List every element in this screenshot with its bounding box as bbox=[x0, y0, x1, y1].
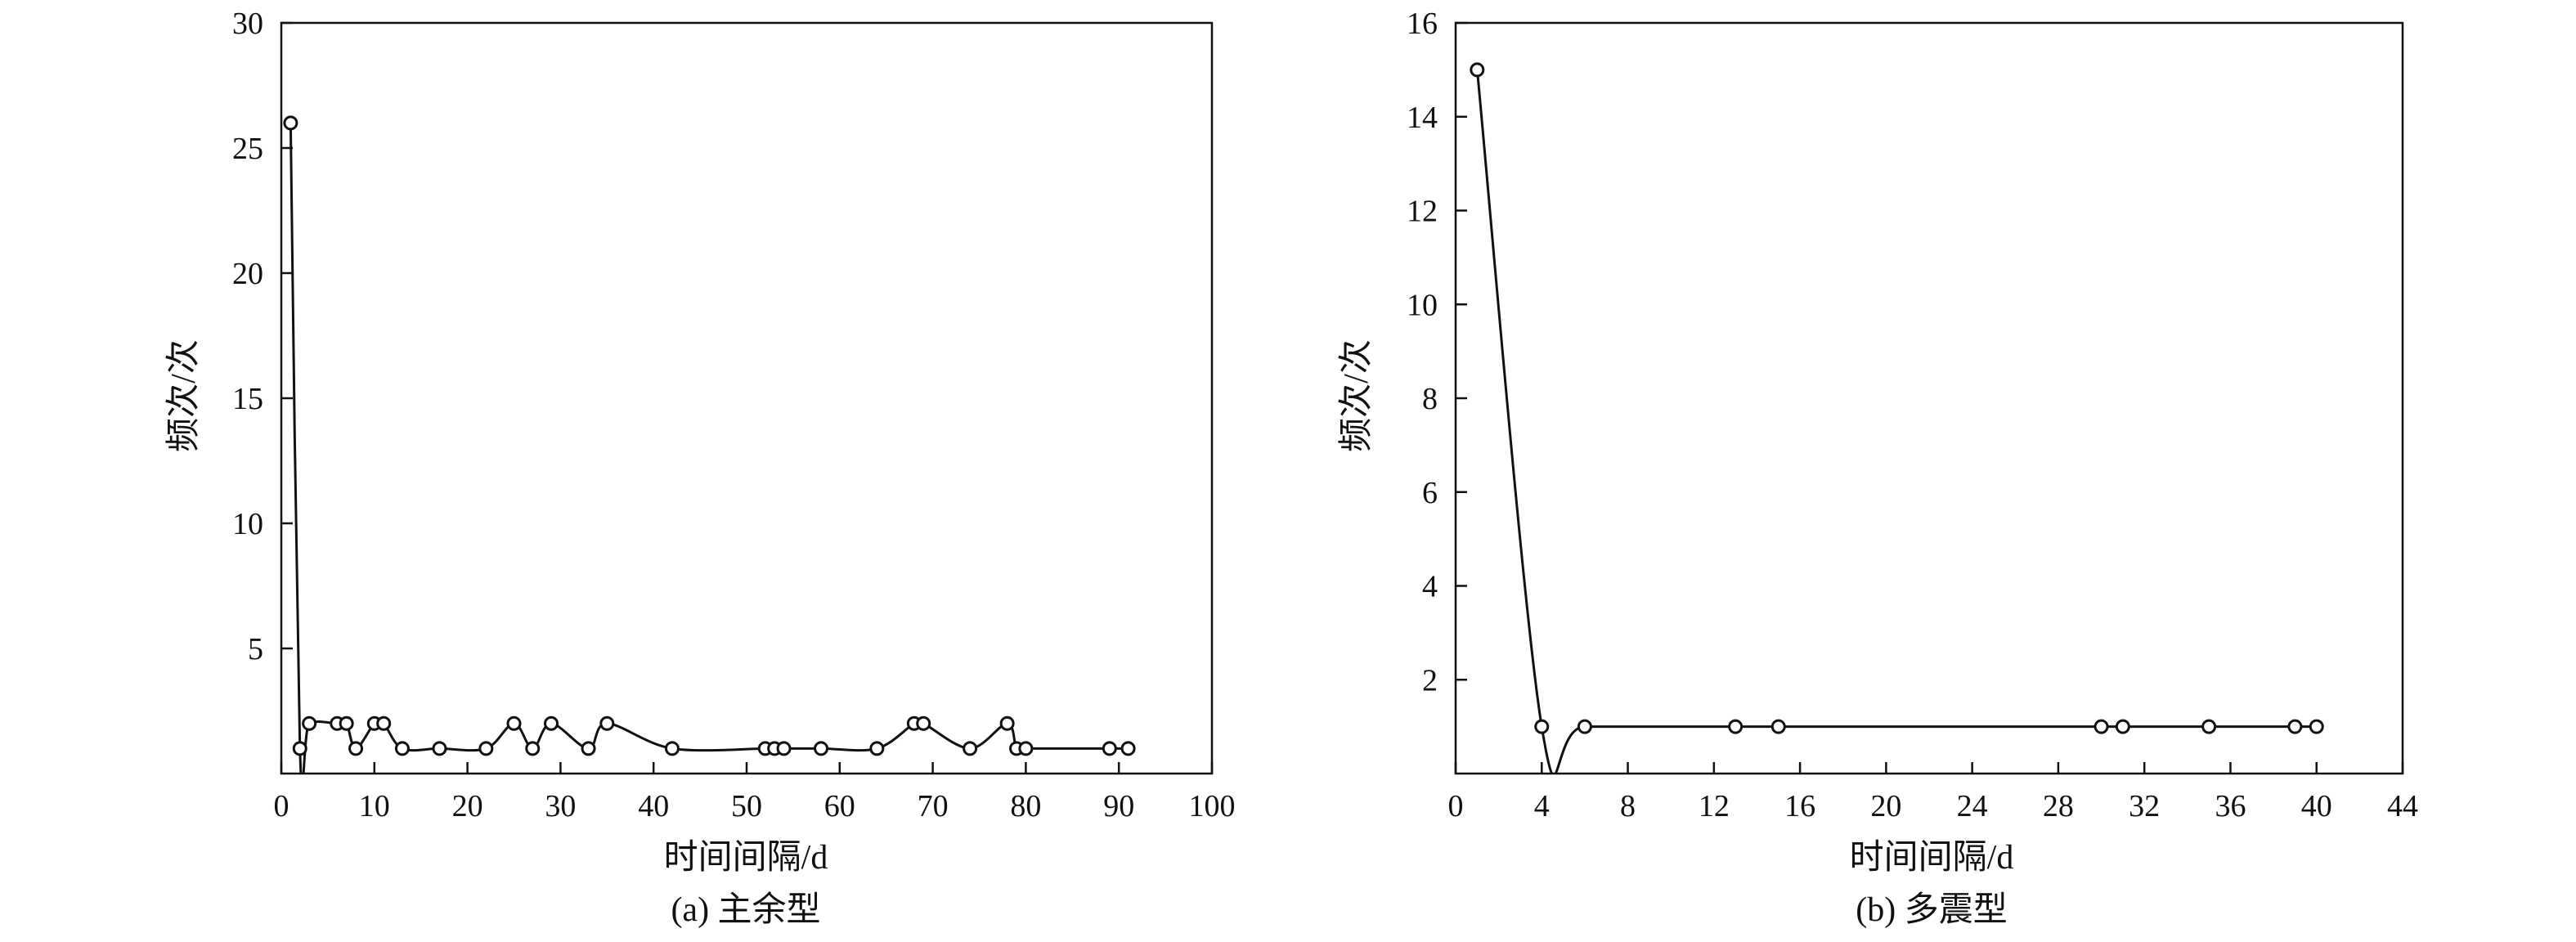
chart-b-caption: (b) 多震型 bbox=[1856, 891, 2007, 929]
chart-a-y-tick-label: 5 bbox=[248, 632, 263, 666]
chart-a-x-tick-label: 0 bbox=[274, 789, 289, 823]
chart-a-data-point bbox=[999, 715, 1015, 731]
chart-a-data-point bbox=[869, 741, 885, 756]
chart-a-data-point bbox=[1018, 741, 1034, 756]
chart-b-x-tick-label: 16 bbox=[1784, 789, 1815, 823]
chart-a-data-point bbox=[664, 741, 680, 756]
chart-a-data-point bbox=[916, 715, 931, 731]
chart-a-data-point bbox=[544, 715, 559, 731]
chart-b-x-tick-label: 4 bbox=[1534, 789, 1550, 823]
chart-b: 频次/次 时间间隔/d (b) 多震型 0 4 8 12 16 20 24 28 32 36 40 4… bbox=[1338, 7, 2418, 929]
chart-a-data-point bbox=[963, 741, 978, 756]
chart-a-caption: (a) 主余型 bbox=[671, 890, 820, 929]
chart-b-data-point bbox=[2287, 719, 2303, 734]
chart-a-data-point bbox=[581, 741, 596, 756]
chart-a-xlabel: 时间间隔/d bbox=[664, 839, 828, 877]
chart-b-x-tick-label: 40 bbox=[2301, 789, 2332, 823]
chart-b-y-tick-label: 14 bbox=[1407, 101, 1438, 135]
chart-a-x-tick-label: 20 bbox=[452, 789, 483, 823]
chart-b-x-tick-label: 44 bbox=[2387, 789, 2418, 823]
chart-b-y-tick-label: 16 bbox=[1407, 7, 1438, 41]
chart-a-data-point bbox=[376, 715, 392, 731]
chart-a-x-tick-label: 70 bbox=[918, 789, 949, 823]
chart-a-data-point bbox=[776, 741, 792, 756]
chart-a-data-point bbox=[292, 741, 307, 756]
chart-a-data-point bbox=[339, 715, 354, 731]
chart-a-y-tick-label: 20 bbox=[232, 257, 263, 291]
chart-a-x-tick-label: 50 bbox=[731, 789, 762, 823]
chart-a-data-point bbox=[1102, 741, 1117, 756]
chart-b-data-point bbox=[1534, 719, 1550, 734]
chart-b-series-line bbox=[1475, 70, 2317, 774]
chart-a-y-tick-label: 25 bbox=[232, 132, 263, 166]
chart-b-x-tick-label: 8 bbox=[1620, 789, 1636, 823]
chart-b-y-tick-label: 12 bbox=[1407, 195, 1438, 229]
chart-b-x-tick-label: 12 bbox=[1699, 789, 1730, 823]
chart-b-data-point bbox=[2309, 719, 2324, 734]
chart-b-x-tick-label: 20 bbox=[1870, 789, 1901, 823]
chart-a-y-tick-label: 30 bbox=[232, 7, 263, 41]
chart-a-data-point bbox=[394, 741, 410, 756]
chart-a-data-point bbox=[432, 741, 447, 756]
chart-a-data-point bbox=[478, 741, 494, 756]
chart-b-y-tick-label: 2 bbox=[1422, 663, 1438, 698]
chart-a-y-tick-label: 10 bbox=[232, 507, 263, 541]
chart-b-x-tick-label: 24 bbox=[1957, 789, 1988, 823]
chart-b-x-tick-label: 28 bbox=[2043, 789, 2074, 823]
chart-b-ylabel: 频次/次 bbox=[1338, 339, 1376, 452]
chart-b-xlabel: 时间间隔/d bbox=[1850, 839, 2014, 877]
chart-b-y-tick-label: 6 bbox=[1422, 476, 1438, 510]
chart-a-plot-frame bbox=[280, 21, 1214, 775]
chart-b-x-tick-label: 36 bbox=[2215, 789, 2246, 823]
chart-b-data-point bbox=[2094, 719, 2109, 734]
chart-a-x-tick-label: 80 bbox=[1010, 789, 1041, 823]
chart-a: 频次/次 时间间隔/d (a) 主余型 0 10 20 30 40 50 60 70 80 90 1… bbox=[165, 7, 1236, 929]
chart-a-data-point bbox=[302, 715, 317, 731]
chart-a-series-line bbox=[289, 123, 1129, 774]
chart-b-data-point bbox=[1470, 62, 1485, 78]
chart-b-plot-frame bbox=[1454, 21, 2404, 775]
chart-b-data-point bbox=[1770, 719, 1786, 734]
chart-a-data-point bbox=[599, 715, 615, 731]
chart-a-data-point bbox=[1120, 741, 1136, 756]
chart-a-x-tick-label: 100 bbox=[1189, 789, 1236, 823]
chart-b-data-point bbox=[1577, 719, 1592, 734]
chart-a-data-point bbox=[506, 715, 522, 731]
chart-b-x-tick-label: 32 bbox=[2129, 789, 2160, 823]
chart-a-ylabel: 频次/次 bbox=[165, 339, 203, 452]
chart-b-y-tick-label: 8 bbox=[1422, 382, 1438, 416]
chart-a-x-tick-label: 60 bbox=[824, 789, 855, 823]
chart-a-data-point bbox=[283, 115, 298, 131]
chart-b-data-point bbox=[1728, 719, 1744, 734]
chart-a-data-point bbox=[348, 741, 364, 756]
chart-a-data-point bbox=[814, 741, 829, 756]
chart-b-y-tick-label: 10 bbox=[1407, 288, 1438, 322]
chart-b-data-point bbox=[2115, 719, 2130, 734]
chart-a-x-tick-label: 10 bbox=[359, 789, 390, 823]
chart-b-data-point bbox=[2201, 719, 2217, 734]
chart-b-y-tick-label: 4 bbox=[1422, 570, 1438, 604]
chart-a-x-tick-label: 90 bbox=[1103, 789, 1134, 823]
chart-a-x-tick-label: 40 bbox=[638, 789, 669, 823]
chart-a-data-point bbox=[525, 741, 541, 756]
chart-a-y-tick-label: 15 bbox=[232, 382, 263, 416]
chart-b-x-tick-label: 0 bbox=[1448, 789, 1464, 823]
chart-a-x-tick-label: 30 bbox=[545, 789, 576, 823]
